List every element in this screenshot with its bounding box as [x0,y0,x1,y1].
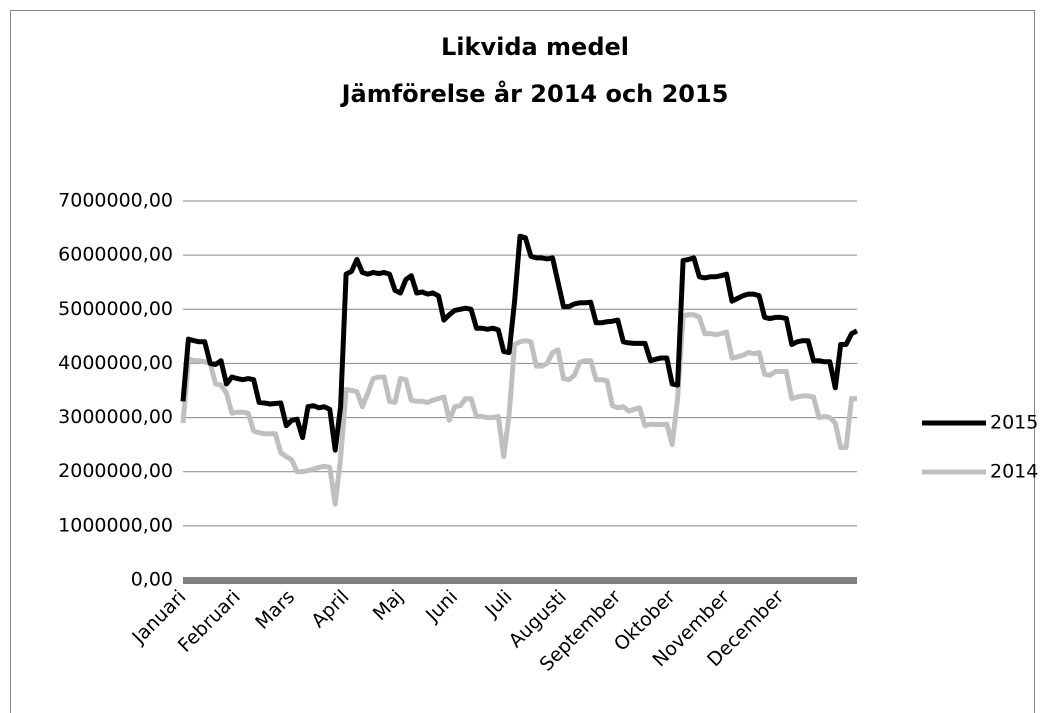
chart-title: Likvida medel [441,33,629,61]
chart-border [10,10,1035,713]
y-tick-label: 2000000,00 [58,460,173,482]
y-tick-label: 5000000,00 [58,298,173,320]
x-tick-label: April [307,586,353,632]
y-tick-label: 3000000,00 [58,406,173,428]
x-tick-label: Juni [421,586,462,627]
x-tick-label: Juli [480,586,516,622]
series-line [180,312,857,507]
y-tick-label: 0,00 [131,569,173,591]
x-tick-label: Maj [369,586,408,625]
y-tick-label: 4000000,00 [58,352,173,374]
y-tick-label: 7000000,00 [58,190,173,212]
legend-label: 2015 [990,412,1038,434]
series-line [180,233,859,453]
y-tick-label: 1000000,00 [58,514,173,536]
x-tick-label: Mars [251,586,299,634]
x-axis [183,577,857,584]
chart-subtitle: Jämförelse år 2014 och 2015 [340,79,729,108]
legend-label: 2014 [990,461,1038,483]
y-tick-label: 6000000,00 [58,244,173,266]
